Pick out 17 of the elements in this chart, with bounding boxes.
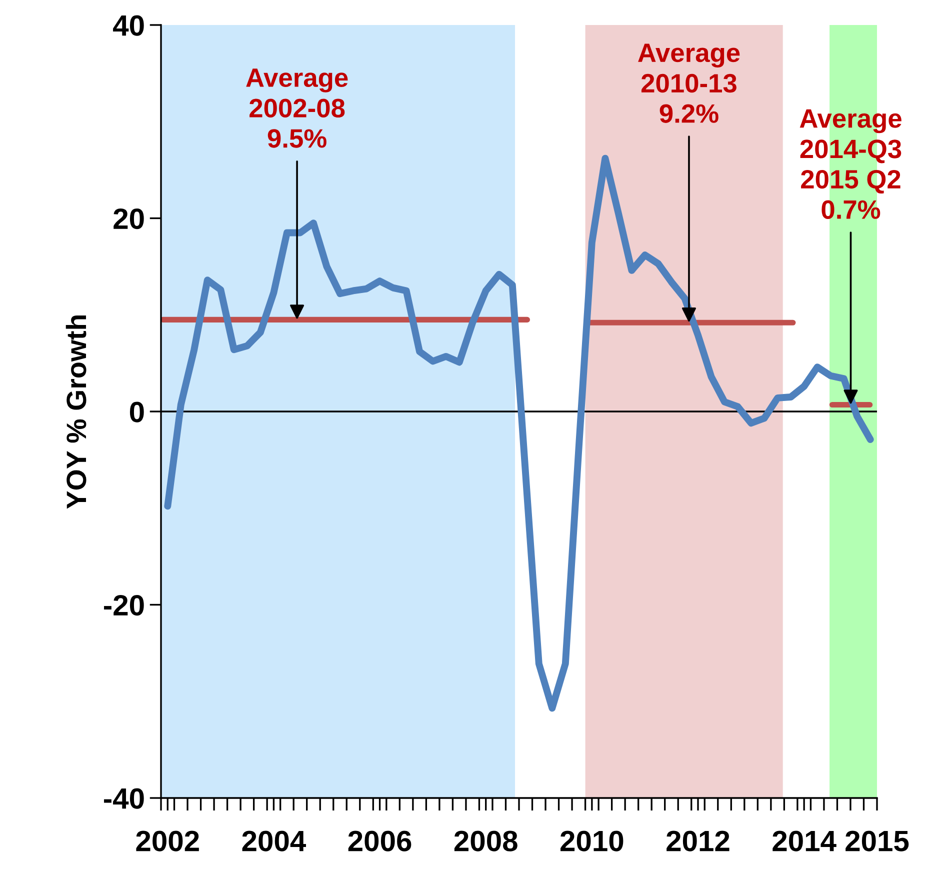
y-tick-label: -40 [104,788,144,809]
x-tick-label: 2004 [242,830,306,852]
x-tick-label: 2002 [136,830,199,852]
x-tick-label: 2014 [772,830,836,852]
y-tick-label: -20 [104,594,144,616]
x-tick-label: 2006 [348,830,412,852]
annotation: Average 2010-13 9.2% [638,44,740,123]
x-tick-label: 2010 [560,830,624,852]
annotation: Average 2014-Q3 2015 Q2 0.7% [800,109,902,219]
y-tick-label: 0 [130,402,144,422]
y-axis-title: YOY % Growth [66,315,86,509]
y-tick-label: 40 [113,15,144,36]
x-tick-label: 2008 [454,830,518,852]
annotation: Average 2002-08 9.5% [246,68,348,148]
y-tick-label: 20 [114,208,144,230]
x-tick-label: 2015 [846,830,909,852]
x-tick-label: 2012 [666,830,730,852]
